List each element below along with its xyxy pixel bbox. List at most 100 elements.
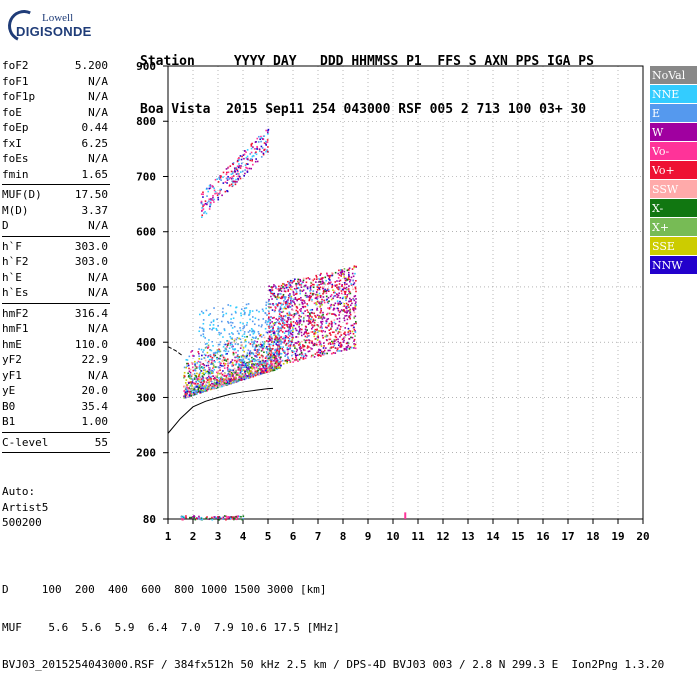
data-point (266, 363, 269, 365)
data-point (322, 313, 324, 316)
data-point (199, 380, 202, 382)
data-point (194, 393, 197, 395)
data-point (346, 294, 349, 296)
data-point (234, 381, 237, 383)
data-point (304, 357, 307, 360)
data-point (207, 364, 210, 367)
data-point (265, 365, 268, 367)
data-point (283, 287, 286, 290)
data-point (270, 365, 273, 368)
data-point (288, 286, 291, 289)
data-point (215, 371, 218, 374)
data-point (302, 348, 305, 351)
data-point (253, 331, 256, 334)
data-point (202, 378, 205, 381)
data-point (284, 352, 286, 354)
data-point (308, 294, 311, 297)
data-point (338, 311, 341, 314)
data-point (276, 368, 278, 371)
data-point (205, 386, 207, 389)
data-point (202, 330, 205, 332)
data-point (288, 313, 291, 315)
data-point (265, 307, 267, 310)
data-point (284, 355, 286, 357)
data-point (207, 385, 210, 388)
data-point (249, 329, 251, 332)
data-point (351, 272, 354, 275)
data-point (206, 203, 208, 206)
data-point (279, 302, 282, 305)
data-point (270, 337, 273, 340)
data-point (188, 388, 191, 391)
data-point (228, 516, 231, 519)
data-point (239, 359, 241, 362)
data-point (266, 352, 268, 354)
data-point (269, 339, 272, 341)
data-point (287, 329, 290, 332)
data-point (303, 349, 306, 351)
data-point (235, 351, 237, 354)
data-point (206, 516, 208, 518)
data-point (295, 284, 298, 287)
data-point (249, 375, 252, 378)
data-point (217, 382, 220, 384)
data-point (261, 147, 264, 149)
data-point (185, 379, 188, 381)
x-tick-label: 4 (240, 530, 247, 543)
data-point (333, 338, 336, 341)
data-point (285, 344, 287, 347)
data-point (189, 393, 192, 395)
data-point (197, 380, 200, 383)
data-point (334, 340, 336, 342)
data-point (327, 290, 330, 293)
data-point (314, 319, 317, 322)
data-point (257, 141, 260, 143)
data-point (287, 290, 290, 292)
data-point (331, 285, 334, 287)
data-point (244, 357, 246, 359)
data-point (213, 201, 215, 203)
data-point (245, 357, 248, 359)
data-point (299, 280, 302, 282)
data-point (346, 310, 348, 312)
param-value: 303.0 (74, 255, 108, 268)
x-tick-label: 3 (215, 530, 222, 543)
data-point (316, 309, 318, 311)
data-point (235, 356, 238, 359)
data-point (239, 347, 242, 349)
data-point (292, 328, 294, 331)
data-point (329, 282, 331, 285)
data-point (234, 356, 236, 359)
data-point (223, 343, 226, 346)
param-value: 55 (94, 435, 108, 449)
data-point (204, 388, 207, 390)
data-point (197, 377, 199, 380)
data-point (272, 355, 275, 358)
data-point (236, 165, 239, 168)
data-point (251, 142, 253, 145)
data-point (286, 330, 288, 333)
data-point (302, 320, 305, 323)
data-point (320, 343, 322, 346)
data-point (301, 323, 303, 326)
data-point (228, 184, 231, 186)
data-point (302, 346, 305, 349)
data-point (278, 344, 280, 347)
data-point (258, 150, 261, 152)
data-point (231, 332, 233, 334)
data-point (334, 281, 337, 283)
data-point (339, 345, 342, 347)
data-point (238, 374, 241, 377)
data-point (290, 302, 293, 304)
data-point (348, 292, 351, 295)
data-point (196, 393, 198, 395)
data-point (214, 375, 217, 377)
data-point (235, 167, 238, 169)
data-point (283, 290, 286, 292)
data-point (202, 191, 204, 194)
data-point (220, 320, 223, 323)
data-point (242, 322, 244, 325)
data-point (255, 355, 257, 358)
data-point (219, 189, 221, 192)
data-point (238, 379, 240, 381)
